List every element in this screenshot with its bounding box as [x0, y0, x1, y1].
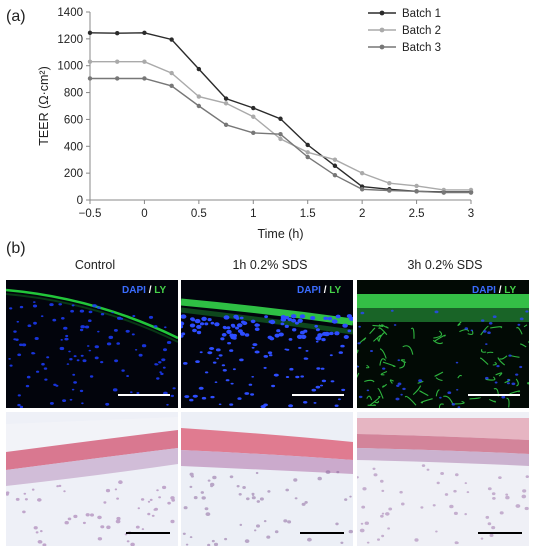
data-point-batch-1: [305, 142, 310, 148]
y-tick-label: 400: [64, 141, 83, 153]
legend-marker-batch-3: [379, 44, 385, 50]
scale-bar-fluor-1h: [292, 394, 344, 396]
data-point-batch-3: [223, 122, 229, 128]
x-tick-label: 0.5: [191, 208, 207, 220]
x-tick-label: −0.5: [79, 208, 102, 220]
data-point-batch-1: [278, 116, 283, 121]
scale-bar-he-3h: [478, 532, 522, 534]
y-axis-label: TEER (Ω·cm²): [37, 66, 51, 145]
y-tick-label: 600: [64, 114, 83, 126]
data-point-batch-3: [332, 172, 338, 178]
y-tick-label: 200: [64, 168, 83, 180]
legend-label-batch-3: Batch 3: [402, 42, 441, 54]
legend-marker-batch-2: [379, 27, 385, 33]
stain-label-3h-sds: DAPI / LY: [472, 285, 517, 296]
data-point-batch-3: [196, 103, 202, 109]
data-point-batch-3: [87, 76, 93, 81]
fluorescence-image-control: [6, 280, 178, 408]
data-point-batch-2: [115, 59, 120, 64]
data-point-batch-2: [251, 114, 256, 119]
data-point-batch-1: [87, 30, 93, 36]
stain-label-control: DAPI / LY: [122, 285, 167, 296]
legend-label-batch-2: Batch 2: [402, 25, 441, 37]
data-point-batch-3: [278, 132, 283, 137]
x-axis-label: Time (h): [257, 227, 303, 241]
data-point-batch-2: [169, 70, 174, 76]
x-tick-label: 1: [250, 208, 256, 220]
scale-bar-he-1h: [300, 532, 344, 534]
y-tick-label: 0: [77, 195, 83, 207]
data-point-batch-3: [359, 187, 365, 192]
data-point-batch-2: [142, 59, 147, 64]
stain-label-1h-sds: DAPI / LY: [297, 285, 342, 296]
data-point-batch-2: [387, 181, 392, 186]
data-point-batch-3: [305, 154, 310, 160]
he-image-control: [6, 412, 178, 546]
data-point-batch-3: [414, 189, 419, 194]
x-tick-label: 2.5: [409, 208, 425, 220]
fluorescence-image-3h-sds: [357, 280, 529, 408]
panel-b-label: (b): [6, 240, 26, 257]
fluorescence-image-1h-sds: [181, 280, 353, 408]
data-point-batch-1: [223, 96, 229, 101]
y-tick-label: 1400: [57, 7, 83, 19]
panel-a-label: (a): [6, 8, 26, 25]
scale-bar-fluor-control: [118, 394, 170, 396]
data-point-batch-2: [278, 136, 283, 142]
data-point-batch-1: [142, 30, 147, 36]
he-image-3h-sds: [357, 412, 529, 546]
data-point-batch-3: [251, 130, 256, 136]
data-point-batch-1: [169, 37, 174, 42]
data-point-batch-1: [196, 66, 202, 72]
x-tick-label: 1.5: [300, 208, 316, 220]
series-line-batch-1: [89, 32, 471, 193]
y-tick-label: 800: [64, 88, 83, 100]
data-point-batch-2: [305, 150, 310, 155]
column-title-control: Control: [74, 258, 116, 272]
data-point-batch-3: [441, 190, 446, 195]
data-point-batch-2: [359, 170, 365, 176]
data-point-batch-2: [223, 101, 229, 106]
series-line-batch-2: [90, 61, 471, 191]
data-point-batch-2: [196, 94, 202, 99]
data-point-batch-2: [332, 157, 338, 162]
x-tick-label: 2: [359, 208, 365, 220]
legend-label-batch-1: Batch 1: [402, 8, 441, 20]
data-point-batch-3: [142, 76, 147, 81]
data-point-batch-3: [387, 188, 392, 193]
data-point-batch-1: [251, 105, 256, 111]
scale-bar-he-control: [126, 532, 170, 534]
data-point-batch-2: [87, 59, 93, 64]
y-tick-label: 1000: [57, 61, 83, 73]
x-tick-label: 0: [141, 208, 147, 220]
he-image-1h-sds: [181, 412, 353, 546]
data-point-batch-2: [414, 183, 419, 189]
y-tick-label: 1200: [57, 34, 83, 46]
x-tick-label: 3: [468, 208, 474, 220]
data-point-batch-1: [115, 31, 120, 36]
column-title-1h-sds: 1h 0.2% SDS: [232, 258, 308, 272]
data-point-batch-3: [468, 190, 474, 195]
data-point-batch-3: [169, 83, 174, 89]
legend-marker-batch-1: [379, 10, 385, 16]
data-point-batch-1: [332, 163, 338, 168]
column-title-3h-sds: 3h 0.2% SDS: [407, 258, 483, 272]
data-point-batch-3: [115, 76, 120, 81]
scale-bar-fluor-3h: [468, 394, 520, 396]
